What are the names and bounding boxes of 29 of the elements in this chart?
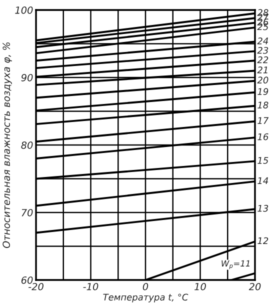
series-label: 27	[257, 14, 269, 21]
y-tick-label: 60	[21, 276, 33, 284]
series-label: 14	[258, 177, 268, 184]
x-axis-title: Температура t, °C	[103, 294, 188, 302]
series-label: 12	[258, 237, 268, 244]
series-label: 25	[257, 23, 268, 30]
y-axis-title: Относительная влажность воздуха φ, %	[2, 42, 12, 248]
x-tick-label: 10	[194, 282, 206, 290]
series-label: 20	[257, 76, 268, 84]
y-tick-label: 70	[22, 208, 33, 216]
series-label: 22	[257, 56, 268, 64]
x-tick-label: -10	[83, 282, 98, 290]
y-tick-label: 80	[21, 141, 33, 149]
y-tick-label: 90	[21, 74, 33, 82]
x-tick-label: 0	[142, 282, 148, 290]
series-label: 21	[257, 66, 268, 74]
series-label: 13	[258, 204, 268, 212]
series-label: 15	[258, 157, 268, 164]
x-tick-label: -20	[28, 282, 44, 290]
series-label: 18	[258, 102, 268, 108]
series-label: 17	[258, 117, 269, 124]
series-label: 28	[257, 9, 268, 16]
x-tick-label: 20	[248, 282, 261, 290]
y-tick-label: 100	[15, 6, 33, 14]
annotation: W$_{p}$=11	[222, 260, 250, 270]
series-label: 24	[257, 38, 268, 44]
series-label: 19	[258, 88, 268, 95]
series-label: 23	[257, 46, 268, 54]
series-label: 16	[258, 133, 268, 140]
